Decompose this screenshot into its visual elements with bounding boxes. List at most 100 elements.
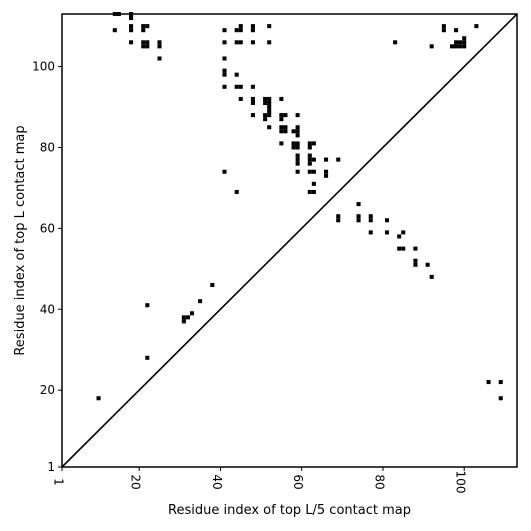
data-point [454,40,459,45]
x-tick-label: 100 [454,471,468,494]
data-point [413,258,418,263]
data-point [267,105,272,110]
data-point [462,40,467,45]
data-point [307,169,312,174]
data-point [145,40,150,45]
x-axis-label: Residue index of top L/5 contact map [168,503,411,518]
data-point [145,44,150,49]
data-point [222,56,227,61]
data-point [449,44,455,49]
data-point [283,125,288,130]
data-point [141,40,146,45]
y-tick-label: 100 [32,60,55,74]
data-point [401,230,406,235]
data-point [307,141,312,146]
data-point [250,24,255,29]
data-point [267,96,272,101]
data-point [189,311,195,316]
data-point [307,145,312,150]
y-tick-label: 1 [47,460,55,474]
data-point [336,214,341,219]
data-point [141,44,146,49]
data-point [474,24,479,29]
data-point [429,44,434,49]
data-point [291,141,296,146]
data-point [397,234,402,239]
data-point [238,28,243,33]
y-tick-label: 40 [40,302,55,316]
y-axis-label: Residue index of top L contact map [13,125,28,355]
data-point [311,157,316,162]
data-point [263,100,268,105]
data-point [279,125,284,130]
data-point [222,28,227,33]
data-point [157,56,162,61]
data-point [222,40,227,45]
data-point [384,230,390,235]
data-point [462,44,467,49]
data-point [141,24,146,29]
y-tick-label: 20 [40,383,55,397]
data-point [157,40,162,45]
x-tick-label: 20 [129,474,143,489]
data-point [458,44,463,49]
data-point [311,141,316,146]
data-point [295,153,300,158]
data-point [311,189,316,194]
data-point [498,396,503,401]
data-point [324,169,329,174]
data-point [441,24,446,29]
data-point [279,113,284,118]
data-point [222,72,227,77]
data-point [336,218,341,223]
data-point [283,129,288,134]
data-point [295,157,300,162]
data-point [157,44,162,49]
data-point [356,202,361,207]
data-point [462,36,467,41]
data-point [250,96,255,101]
data-point [356,218,361,223]
data-point [141,28,146,33]
data-point [295,161,300,166]
data-point [222,169,227,174]
data-point [295,113,300,118]
data-point [279,129,284,134]
data-point [181,319,186,324]
data-point [324,157,329,162]
data-point [295,125,300,130]
data-point [429,274,434,279]
data-point [250,100,255,105]
data-point [295,129,300,134]
data-point [291,145,296,150]
data-point [222,84,227,89]
data-point [145,303,150,308]
data-point [263,113,268,118]
data-point [267,24,272,29]
data-point [311,169,316,174]
x-tick-label: 40 [210,474,224,489]
data-point [145,355,150,360]
data-point [267,100,272,105]
data-point [238,84,243,89]
data-point [234,72,239,77]
data-point [238,96,243,101]
data-point [96,396,101,401]
data-point [267,125,272,130]
data-point [454,28,459,33]
data-point [307,161,312,166]
data-point [129,28,134,33]
data-point [279,96,284,101]
data-point [129,24,134,29]
data-point [397,246,402,251]
data-point [210,282,215,288]
data-point [295,169,300,174]
data-point [454,44,459,49]
data-point [307,189,312,194]
data-point [368,218,373,223]
data-point [234,28,239,33]
data-point [413,246,418,251]
data-point [384,218,390,223]
x-tick-label: 80 [372,474,386,489]
